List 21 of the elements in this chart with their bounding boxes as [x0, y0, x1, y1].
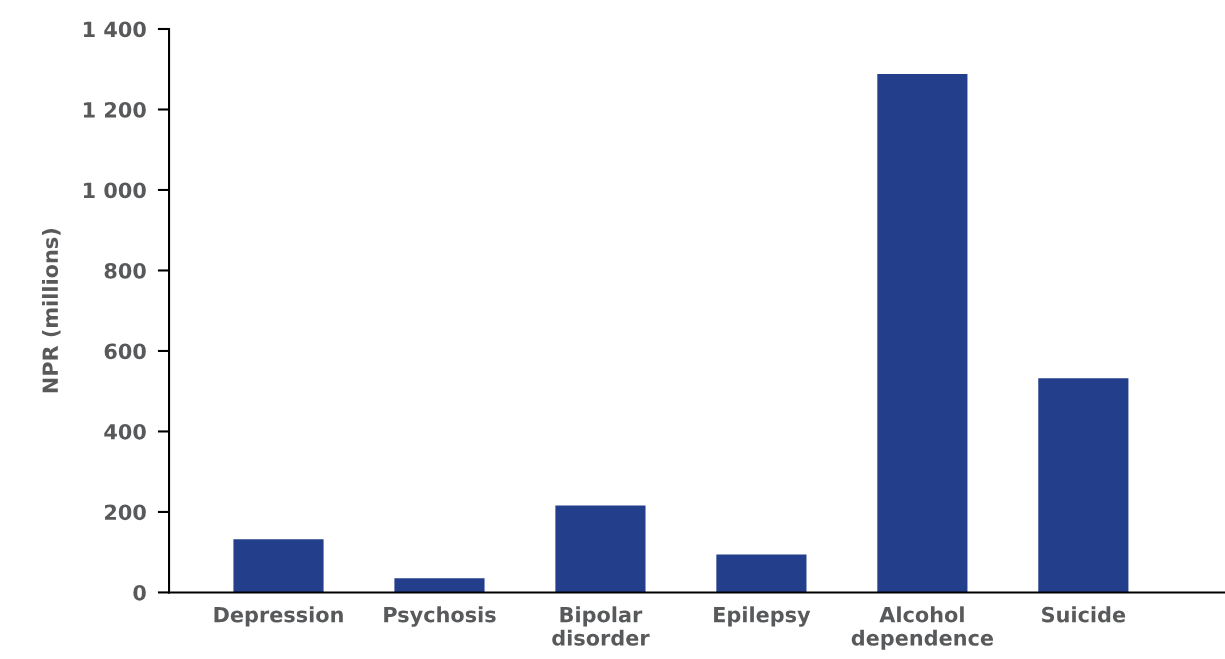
- x-tick-label: Psychosis: [384, 606, 496, 627]
- bar: [394, 578, 485, 593]
- y-tick-label: 800: [104, 262, 146, 279]
- y-tick-label: 0: [133, 584, 146, 601]
- y-axis-title: NPR (millions): [41, 229, 61, 393]
- y-tick-label: 1 400: [83, 21, 146, 38]
- bar: [877, 74, 968, 593]
- y-tick-label: 1 000: [83, 182, 146, 199]
- bar: [233, 539, 324, 593]
- bar: [716, 554, 807, 593]
- bar: [555, 505, 646, 593]
- x-tick-label: Epilepsy: [714, 606, 811, 627]
- x-tick-label: Alcohol dependence: [851, 606, 994, 650]
- x-tick-label: Bipolar disorder: [552, 606, 650, 646]
- bar: [1038, 378, 1129, 593]
- y-tick-label: 600: [104, 343, 146, 360]
- x-tick-label: Suicide: [1042, 606, 1126, 623]
- x-tick-label: Depression: [214, 606, 343, 627]
- y-tick-label: 400: [104, 423, 146, 440]
- y-tick-label: 200: [104, 504, 146, 521]
- y-tick-label: 1 200: [83, 101, 146, 118]
